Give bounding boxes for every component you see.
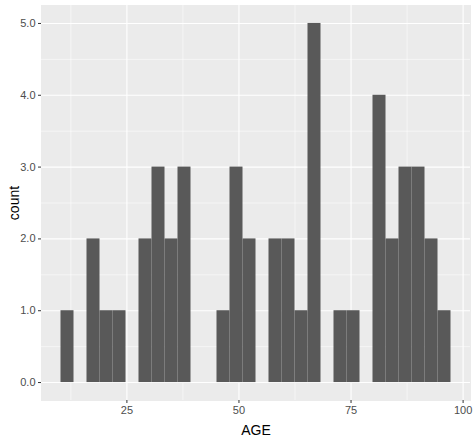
svg-text:AGE: AGE [241, 422, 271, 438]
svg-text:50: 50 [233, 404, 245, 416]
svg-text:count: count [6, 186, 22, 220]
svg-text:75: 75 [345, 404, 357, 416]
svg-text:25: 25 [121, 404, 133, 416]
svg-text:100: 100 [454, 404, 472, 416]
svg-text:1.0: 1.0 [20, 304, 35, 316]
svg-text:4.0: 4.0 [20, 89, 35, 101]
svg-text:3.0: 3.0 [20, 161, 35, 173]
svg-text:2.0: 2.0 [20, 232, 35, 244]
svg-text:5.0: 5.0 [20, 17, 35, 29]
svg-text:0.0: 0.0 [20, 376, 35, 388]
